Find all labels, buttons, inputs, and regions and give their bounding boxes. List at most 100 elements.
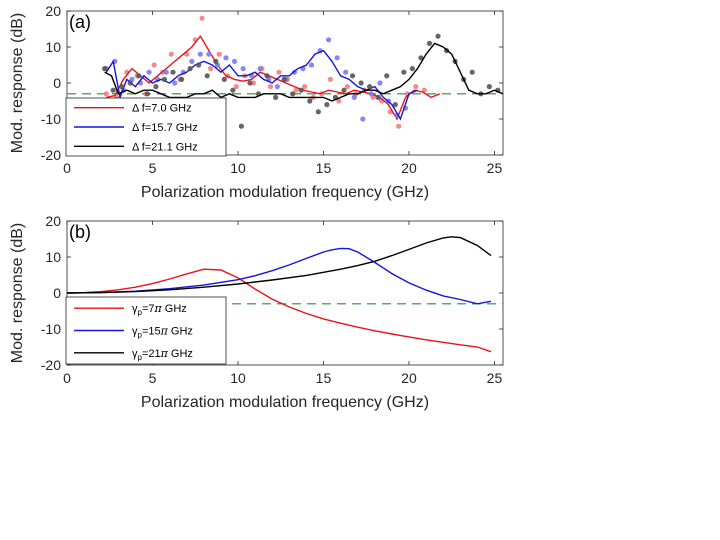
y-axis-title: Mod. response (dB) xyxy=(9,223,26,364)
y-tick-label: 10 xyxy=(45,39,61,55)
data-point-black xyxy=(264,73,270,79)
data-point-blue xyxy=(326,37,332,43)
series-line-red xyxy=(106,34,440,121)
data-point-black xyxy=(298,87,304,93)
y-tick-label: -20 xyxy=(41,357,61,373)
data-point-black xyxy=(247,80,253,86)
data-point-red xyxy=(267,84,274,90)
data-point-red xyxy=(302,84,308,90)
data-point-black xyxy=(178,76,185,82)
x-tick-label: 20 xyxy=(401,160,417,176)
panel-b: 0 5 10 15 20 25 -20 -10 0 10 20 Polarization modula… xyxy=(9,213,504,411)
series-line-red xyxy=(67,268,492,353)
data-point-blue xyxy=(240,66,246,72)
data-point-black xyxy=(110,87,116,93)
series-line-black xyxy=(104,42,503,102)
data-point-black xyxy=(127,80,133,86)
data-point-black xyxy=(324,102,330,108)
x-tick-label: 5 xyxy=(149,370,157,386)
data-point-red xyxy=(199,15,205,21)
data-point-red xyxy=(396,123,402,129)
legend-label: γp=15π GHz xyxy=(132,325,193,340)
data-point-black xyxy=(153,84,159,90)
data-point-blue xyxy=(274,84,280,90)
y-tick-label: 20 xyxy=(45,3,61,19)
data-point-red xyxy=(168,51,174,57)
legend-label: Δ f=15.7 GHz xyxy=(132,122,198,134)
data-point-blue xyxy=(351,94,357,100)
legend-label: γp=7π GHz xyxy=(132,302,187,317)
data-point-blue xyxy=(343,69,349,75)
legend-label: Δ f=7.0 GHz xyxy=(132,103,192,115)
data-point-black xyxy=(290,91,296,97)
data-point-blue xyxy=(223,55,229,61)
x-tick-label: 0 xyxy=(63,160,71,176)
series-line-blue xyxy=(105,49,418,121)
data-point-black xyxy=(401,69,407,75)
data-point-red xyxy=(276,69,282,75)
legend: Δ f=7.0 GHz Δ f=15.7 GHz Δ f=21.1 GHz xyxy=(65,97,227,157)
data-point-blue xyxy=(257,66,263,72)
data-point-black xyxy=(392,102,398,108)
data-point-black xyxy=(136,73,142,79)
data-point-black xyxy=(119,84,125,90)
data-point-black xyxy=(367,84,373,90)
y-tick-label: 10 xyxy=(45,249,61,265)
series-line-black xyxy=(67,236,492,294)
x-axis-title: Polarization modulation frequency (GHz) xyxy=(141,184,429,201)
data-point-red xyxy=(413,84,419,90)
x-tick-label: 10 xyxy=(230,160,246,176)
legend-label: γp=21π GHz xyxy=(132,347,193,362)
data-point-red xyxy=(208,66,214,72)
data-point-black xyxy=(281,76,287,82)
x-tick-label: 10 xyxy=(230,370,246,386)
plot-area xyxy=(67,236,503,353)
x-tick-label: 15 xyxy=(316,160,332,176)
y-tick-label: 20 xyxy=(45,213,61,229)
data-point-black xyxy=(102,66,108,72)
series-line-blue xyxy=(67,247,492,305)
panel-label: (a) xyxy=(69,12,91,32)
data-point-black xyxy=(161,76,168,82)
data-point-red xyxy=(103,91,109,97)
data-point-black xyxy=(230,87,236,93)
data-point-blue xyxy=(197,51,203,57)
data-point-red xyxy=(216,51,222,57)
x-tick-label: 0 xyxy=(63,370,71,386)
data-point-black xyxy=(204,73,210,79)
data-point-black xyxy=(349,73,356,79)
y-tick-label: -20 xyxy=(41,147,61,163)
data-point-red xyxy=(293,87,299,93)
data-point-black xyxy=(238,123,244,129)
data-point-black xyxy=(144,91,150,97)
data-point-blue xyxy=(146,69,152,75)
data-point-blue xyxy=(231,58,238,64)
data-point-blue xyxy=(368,91,374,97)
data-point-black xyxy=(486,84,492,90)
data-point-red xyxy=(151,62,157,68)
data-point-black xyxy=(272,94,279,100)
x-tick-label: 25 xyxy=(487,370,503,386)
plot-area xyxy=(67,15,503,129)
data-point-black xyxy=(213,58,219,64)
x-tick-label: 5 xyxy=(149,160,157,176)
x-axis-title: Polarization modulation frequency (GHz) xyxy=(141,394,429,411)
data-point-blue xyxy=(334,55,340,61)
panel-label: (b) xyxy=(69,222,91,242)
data-point-blue xyxy=(377,80,383,86)
data-point-blue xyxy=(163,69,169,75)
x-tick-label: 20 xyxy=(401,370,417,386)
data-point-red xyxy=(336,98,342,104)
data-point-black xyxy=(435,33,441,39)
data-point-black xyxy=(187,66,193,72)
y-tick-label: -10 xyxy=(41,111,61,127)
data-point-black xyxy=(375,94,381,100)
data-point-blue xyxy=(360,116,366,122)
data-point-red xyxy=(327,76,333,82)
data-point-black xyxy=(170,69,176,75)
data-point-black xyxy=(221,76,227,82)
data-point-black xyxy=(315,109,321,115)
data-point-black xyxy=(409,66,415,72)
data-point-black xyxy=(384,73,390,79)
y-tick-label: 0 xyxy=(53,285,61,301)
